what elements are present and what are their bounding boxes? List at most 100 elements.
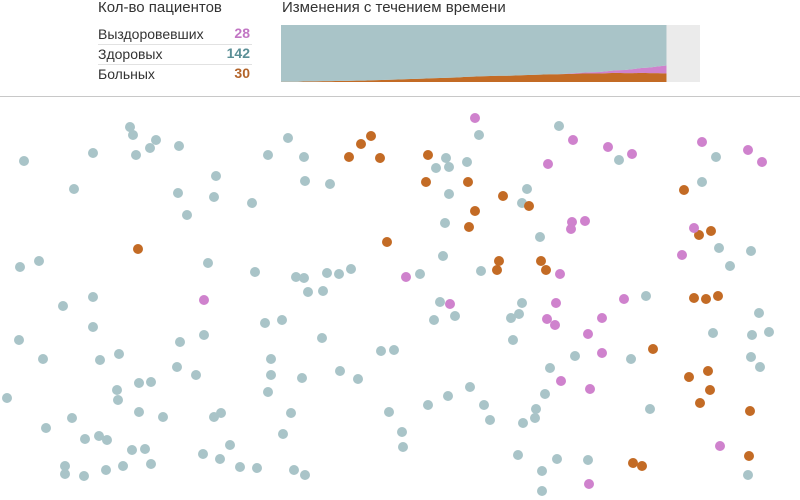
healthy-patient-dot <box>80 434 90 444</box>
healthy-patient-dot <box>462 157 472 167</box>
healthy-patient-dot <box>465 382 475 392</box>
healthy-patient-dot <box>353 374 363 384</box>
sick-patient-dot <box>492 265 502 275</box>
healthy-patient-dot <box>38 354 48 364</box>
sick-patient-dot <box>637 461 647 471</box>
count-value-healthy: 142 <box>226 45 250 61</box>
healthy-patient-dot <box>429 315 439 325</box>
healthy-patient-dot <box>583 455 593 465</box>
healthy-patient-dot <box>552 454 562 464</box>
count-value-recovered: 28 <box>234 25 250 41</box>
healthy-patient-dot <box>95 355 105 365</box>
healthy-patient-dot <box>175 337 185 347</box>
healthy-patient-dot <box>389 345 399 355</box>
series-area-sick <box>281 72 667 82</box>
timeline-title: Изменения с течением времени <box>282 0 506 16</box>
healthy-patient-dot <box>94 431 104 441</box>
recovered-patient-dot <box>603 142 613 152</box>
healthy-patient-dot <box>114 349 124 359</box>
recovered-patient-dot <box>199 295 209 305</box>
count-row-sick: Больных 30 <box>98 64 252 84</box>
healthy-patient-dot <box>743 470 753 480</box>
healthy-patient-dot <box>60 469 70 479</box>
healthy-patient-dot <box>376 346 386 356</box>
healthy-patient-dot <box>725 261 735 271</box>
recovered-patient-dot <box>445 299 455 309</box>
healthy-patient-dot <box>384 407 394 417</box>
healthy-patient-dot <box>225 440 235 450</box>
healthy-patient-dot <box>485 415 495 425</box>
sick-patient-dot <box>628 458 638 468</box>
healthy-patient-dot <box>58 301 68 311</box>
healthy-patient-dot <box>554 121 564 131</box>
sick-patient-dot <box>684 372 694 382</box>
healthy-patient-dot <box>203 258 213 268</box>
healthy-patient-dot <box>697 177 707 187</box>
healthy-patient-dot <box>291 272 301 282</box>
healthy-patient-dot <box>714 243 724 253</box>
sick-patient-dot <box>464 222 474 232</box>
healthy-patient-dot <box>118 461 128 471</box>
healthy-patient-dot <box>531 404 541 414</box>
healthy-patient-dot <box>146 459 156 469</box>
healthy-patient-dot <box>247 198 257 208</box>
healthy-patient-dot <box>69 184 79 194</box>
healthy-patient-dot <box>299 152 309 162</box>
healthy-patient-dot <box>506 313 516 323</box>
healthy-patient-dot <box>438 251 448 261</box>
sick-patient-dot <box>536 256 546 266</box>
count-row-healthy: Здоровых 142 <box>98 44 252 65</box>
healthy-patient-dot <box>131 150 141 160</box>
healthy-patient-dot <box>711 152 721 162</box>
healthy-patient-dot <box>60 461 70 471</box>
healthy-patient-dot <box>322 268 332 278</box>
sick-patient-dot <box>524 201 534 211</box>
recovered-patient-dot <box>580 216 590 226</box>
recovered-patient-dot <box>551 298 561 308</box>
healthy-patient-dot <box>299 273 309 283</box>
healthy-patient-dot <box>191 370 201 380</box>
healthy-patient-dot <box>755 362 765 372</box>
healthy-patient-dot <box>215 454 225 464</box>
healthy-patient-dot <box>514 309 524 319</box>
timeline-area-chart <box>281 25 700 82</box>
healthy-patient-dot <box>88 148 98 158</box>
recovered-patient-dot <box>568 135 578 145</box>
healthy-patient-dot <box>540 389 550 399</box>
sick-patient-dot <box>703 366 713 376</box>
recovered-patient-dot <box>566 224 576 234</box>
healthy-patient-dot <box>443 391 453 401</box>
sick-patient-dot <box>470 206 480 216</box>
healthy-patient-dot <box>545 363 555 373</box>
recovered-patient-dot <box>715 441 725 451</box>
healthy-patient-dot <box>474 130 484 140</box>
healthy-patient-dot <box>289 465 299 475</box>
healthy-patient-dot <box>172 362 182 372</box>
healthy-patient-dot <box>614 155 624 165</box>
healthy-patient-dot <box>277 315 287 325</box>
healthy-patient-dot <box>317 333 327 343</box>
healthy-patient-dot <box>423 400 433 410</box>
sick-patient-dot <box>344 152 354 162</box>
healthy-patient-dot <box>266 370 276 380</box>
healthy-patient-dot <box>19 156 29 166</box>
healthy-patient-dot <box>174 141 184 151</box>
count-label-recovered: Выздоровевших <box>98 26 204 42</box>
healthy-patient-dot <box>88 322 98 332</box>
healthy-patient-dot <box>67 413 77 423</box>
healthy-patient-dot <box>158 412 168 422</box>
healthy-patient-dot <box>508 335 518 345</box>
sick-patient-dot <box>744 451 754 461</box>
healthy-patient-dot <box>764 327 774 337</box>
healthy-patient-dot <box>128 130 138 140</box>
sick-patient-dot <box>694 230 704 240</box>
healthy-patient-dot <box>125 122 135 132</box>
healthy-patient-dot <box>102 435 112 445</box>
count-value-sick: 30 <box>234 65 250 81</box>
recovered-patient-dot <box>697 137 707 147</box>
sick-patient-dot <box>648 344 658 354</box>
healthy-patient-dot <box>444 162 454 172</box>
healthy-patient-dot <box>325 179 335 189</box>
healthy-patient-dot <box>146 377 156 387</box>
healthy-patient-dot <box>140 444 150 454</box>
